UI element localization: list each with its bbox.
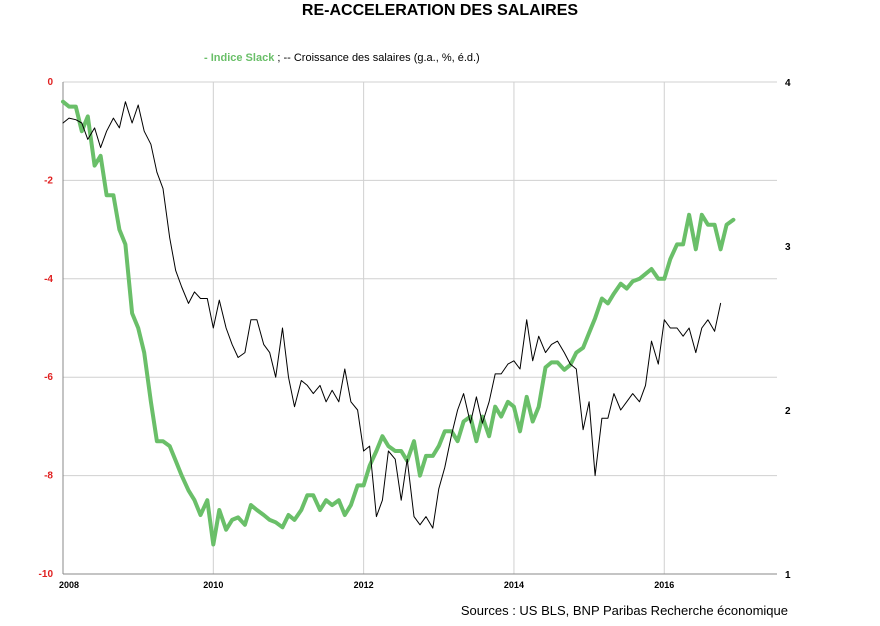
y-left-tick-label: -2: [44, 175, 53, 186]
legend-separator: ;: [274, 52, 284, 64]
y-left-tick-label: 0: [47, 77, 53, 88]
x-tick-label: 2016: [654, 580, 674, 590]
y-right-tick-label: 3: [785, 242, 791, 253]
series-line-slack: [61, 99, 736, 547]
y-left-tick-label: -10: [39, 569, 54, 580]
x-tick-label: 2010: [203, 580, 223, 590]
chart-title: RE-ACCELERATION DES SALAIRES: [301, 2, 579, 19]
y-left-tick-label: -4: [44, 274, 53, 285]
y-left-tick-label: -8: [44, 471, 53, 482]
x-tick-label: 2008: [59, 580, 79, 590]
x-tick-label: 2014: [504, 580, 524, 590]
y-right-tick-label: 4: [785, 78, 791, 89]
legend-wages-label: -- Croissance des salaires (g.a., %, é.d…: [283, 52, 480, 64]
legend-slack-label: - Indice Slack: [204, 52, 275, 64]
y-right-tick-label: 2: [785, 406, 791, 417]
series-line-wages: [62, 101, 722, 529]
chart-legend: - Indice Slack ; -- Croissance des salai…: [204, 52, 480, 64]
y-right-tick-label: 1: [785, 570, 791, 581]
source-note: Sources : US BLS, BNP Paribas Recherche …: [460, 603, 788, 618]
x-tick-label: 2012: [354, 580, 374, 590]
y-left-tick-label: -6: [44, 372, 53, 383]
